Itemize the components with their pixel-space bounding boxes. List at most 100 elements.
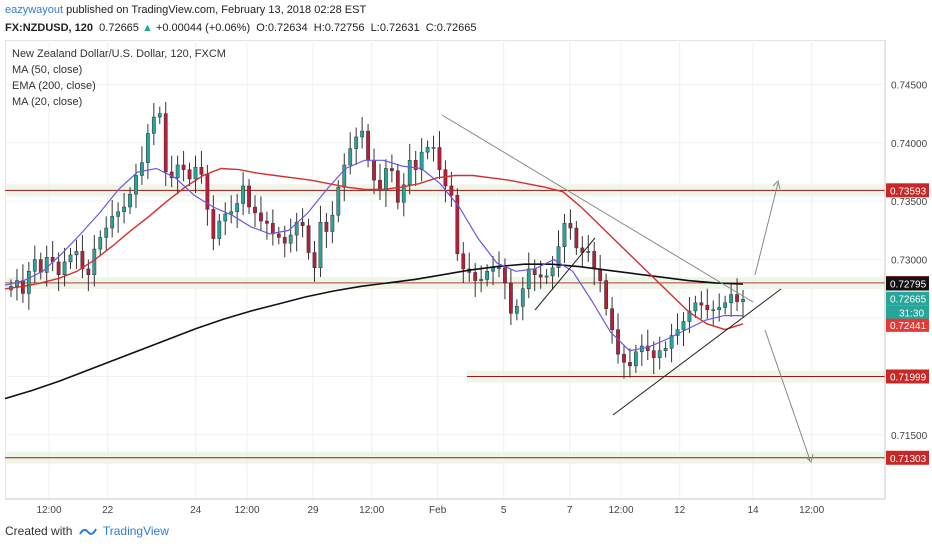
candle-body — [598, 268, 603, 281]
candle-body — [520, 288, 525, 307]
x-tick-label: 5 — [501, 505, 507, 516]
candle-body — [282, 237, 287, 244]
candle-body — [56, 261, 61, 276]
candle-body — [288, 234, 293, 244]
legend-title: New Zealand Dollar/U.S. Dollar, 120, FXC… — [12, 48, 226, 60]
candle-body — [98, 237, 103, 250]
candle-body — [74, 251, 79, 256]
x-tick-label: 12:00 — [234, 505, 259, 516]
candle-body — [128, 193, 132, 208]
candle-body — [80, 251, 85, 270]
open-value: 0.72634 — [267, 22, 308, 34]
candle-body — [354, 136, 359, 149]
legend-ma50[interactable]: MA (50, close) — [12, 64, 83, 76]
candle-body — [616, 329, 620, 355]
projection-up-arrowhead-icon — [772, 180, 781, 190]
candle-body — [544, 275, 549, 278]
candle-body — [330, 214, 335, 232]
candle-body — [134, 175, 138, 195]
candle-body — [538, 274, 543, 278]
candle-body — [366, 130, 370, 161]
y-tick-label: 0.73000 — [891, 256, 928, 267]
candle-body — [669, 335, 674, 349]
y-tick-label: 0.74000 — [891, 139, 928, 150]
candle-body — [455, 195, 460, 254]
chart-area[interactable]: 0.745000.740000.735000.730000.725000.720… — [4, 39, 930, 520]
price-label-box — [886, 317, 929, 332]
ma20-line — [4, 159, 743, 352]
candle-body — [556, 246, 561, 268]
candle-body — [407, 160, 412, 186]
tradingview-brand[interactable]: TradingView — [102, 524, 169, 538]
candle-body — [550, 267, 555, 277]
low-value: 0.72631 — [379, 22, 420, 34]
x-tick-label: Feb — [429, 505, 447, 516]
candle-body — [229, 211, 234, 215]
legend-ema200[interactable]: EMA (200, close) — [12, 80, 96, 92]
candle-body — [193, 167, 198, 180]
ohlc-line: FX:NZDUSD, 120 0.72665 ▲ +0.00044 (+0.06… — [5, 22, 477, 34]
candle-body — [372, 160, 376, 181]
candle-body — [163, 113, 168, 173]
candle-body — [336, 186, 341, 216]
candle-body — [568, 223, 573, 229]
candle-body — [15, 280, 19, 287]
candle-body — [663, 348, 668, 351]
x-tick-label: 12:00 — [799, 505, 824, 516]
candle-body — [86, 268, 91, 276]
candle-body — [312, 252, 317, 268]
candle-body — [687, 310, 692, 322]
candle-body — [223, 213, 228, 222]
price-label-box — [886, 369, 929, 384]
candle-body — [68, 254, 73, 263]
candle-body — [562, 223, 567, 247]
candle-body — [628, 362, 632, 367]
candle-body — [348, 148, 353, 166]
x-tick-label: 7 — [567, 505, 573, 516]
price-chart[interactable]: 0.745000.740000.735000.730000.725000.720… — [4, 39, 930, 520]
candle-body — [699, 302, 704, 306]
candle-body — [717, 307, 722, 311]
candle-body — [384, 168, 388, 191]
countdown-label: 31:30 — [899, 309, 924, 320]
candle-body — [389, 168, 394, 172]
high-label: H: — [313, 22, 325, 34]
price-label: 0.71303 — [890, 454, 927, 465]
price-label: 0.71999 — [890, 372, 927, 383]
ma50-line — [4, 167, 744, 331]
price-label-box — [886, 291, 929, 306]
y-tick-label: 0.74500 — [891, 80, 928, 91]
x-tick-label: 12 — [674, 505, 686, 516]
trendline-lower — [612, 288, 782, 416]
candle-body — [735, 294, 739, 302]
candle-body — [44, 256, 49, 273]
candle-body — [443, 169, 448, 187]
x-tick-label: 22 — [102, 505, 114, 516]
price-label-box — [886, 183, 929, 198]
candle-body — [431, 147, 436, 149]
candle-body — [437, 147, 442, 170]
legend-ma20[interactable]: MA (20, close) — [12, 96, 83, 108]
candle-body — [324, 221, 329, 232]
countdown-box — [886, 305, 929, 319]
candle-body — [92, 248, 97, 276]
candle-body — [604, 280, 609, 309]
candle-body — [235, 203, 240, 212]
candle-body — [241, 185, 245, 204]
projection-down-line — [764, 329, 811, 461]
candle-body — [110, 216, 115, 229]
candle-body — [306, 225, 311, 253]
candle-body — [157, 113, 162, 118]
candle-body — [651, 350, 656, 358]
projection-down-arrowhead-icon — [805, 453, 814, 463]
candle-body — [413, 160, 418, 170]
x-tick-label: 29 — [307, 505, 319, 516]
candle-body — [681, 321, 686, 330]
author-link[interactable]: eazywayout — [5, 4, 64, 16]
candle-body — [645, 345, 650, 351]
footer: Created with TradingView — [5, 524, 405, 546]
candle-body — [741, 299, 745, 302]
x-tick-label: 12:00 — [359, 505, 384, 516]
candle-body — [294, 221, 299, 236]
candle-body — [151, 116, 156, 134]
